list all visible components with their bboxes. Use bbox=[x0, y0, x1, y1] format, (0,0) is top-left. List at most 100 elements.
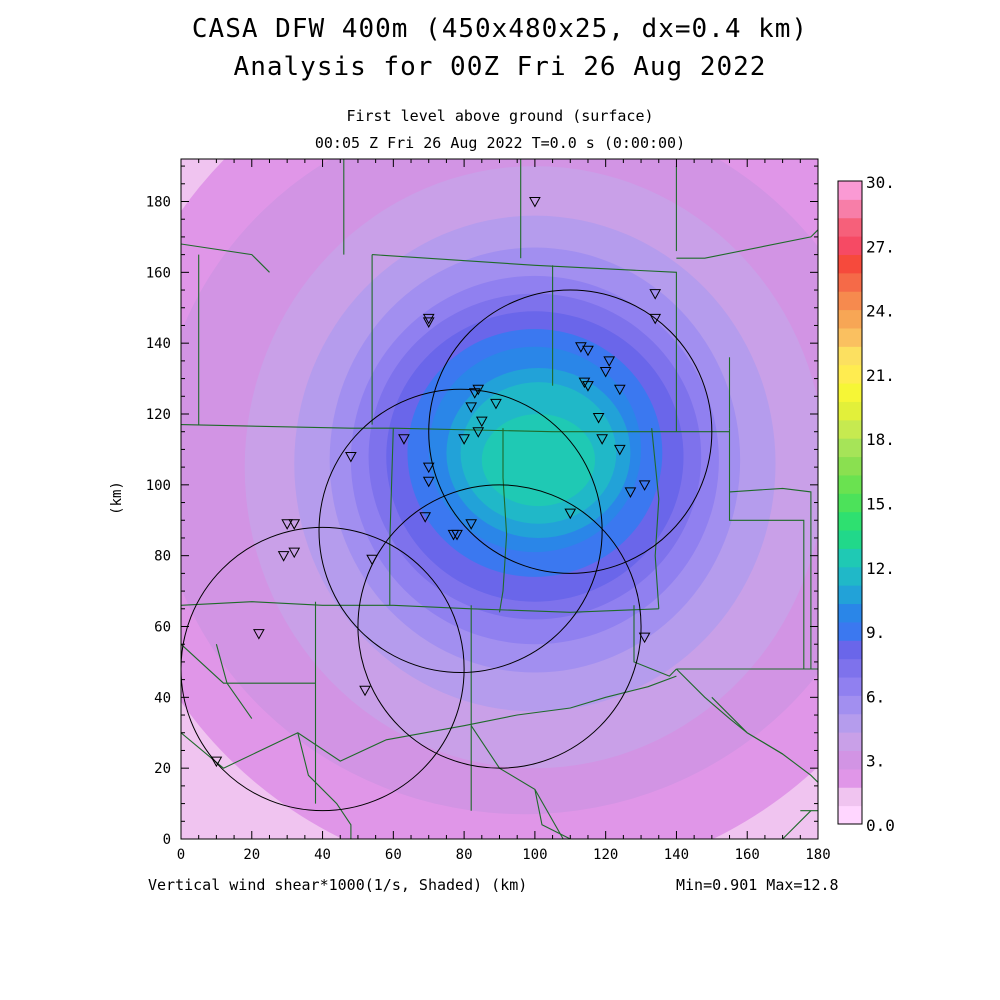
colorbar-swatch-13 bbox=[838, 566, 862, 586]
station-marker-6 bbox=[582, 345, 594, 357]
colorbar-swatch-15 bbox=[838, 530, 862, 549]
colorbar-swatch-12 bbox=[838, 585, 862, 605]
colorbar-swatch-5 bbox=[838, 713, 862, 733]
station-marker-14 bbox=[490, 398, 502, 410]
boundary-line-6 bbox=[651, 428, 660, 609]
colorbar-swatch-33 bbox=[838, 199, 862, 219]
colorbar-swatch-10 bbox=[838, 621, 862, 641]
shear-field-bands bbox=[181, 159, 818, 839]
station-marker-20 bbox=[458, 434, 470, 445]
boundary-line-23 bbox=[470, 725, 564, 839]
station-marker-15 bbox=[465, 402, 478, 413]
station-markers bbox=[210, 197, 662, 768]
colorbar-swatch-25 bbox=[838, 346, 862, 366]
station-marker-29 bbox=[564, 508, 577, 520]
station-marker-8 bbox=[599, 367, 612, 378]
colorbar-label-3: 9. bbox=[866, 623, 885, 642]
chart-subtitle-level: First level above ground (surface) bbox=[346, 107, 654, 125]
station-marker-30 bbox=[465, 519, 478, 530]
station-marker-23 bbox=[345, 452, 357, 463]
station-marker-40 bbox=[359, 685, 371, 697]
radar-ring-0 bbox=[318, 388, 603, 674]
colorbar-swatch-4 bbox=[838, 732, 862, 752]
min-max-readout: Min=0.901 Max=12.8 bbox=[676, 876, 839, 894]
colorbar-swatch-14 bbox=[838, 548, 862, 568]
x-tick-label-140: 140 bbox=[664, 847, 689, 863]
colorbar-swatch-9 bbox=[838, 640, 862, 660]
boundary-line-28 bbox=[782, 810, 812, 839]
x-tick-label-100: 100 bbox=[522, 847, 547, 863]
boundary-line-30 bbox=[711, 696, 783, 755]
y-tick-label-20: 20 bbox=[154, 761, 171, 777]
boundary-line-22 bbox=[297, 732, 352, 839]
station-marker-26 bbox=[638, 480, 651, 491]
chart-subtitle-time: 00:05 Z Fri 26 Aug 2022 T=0.0 s (0:00:00… bbox=[314, 134, 686, 152]
station-marker-34 bbox=[288, 519, 301, 530]
x-tick-label-40: 40 bbox=[314, 847, 331, 863]
station-marker-13 bbox=[468, 388, 481, 399]
station-marker-9 bbox=[578, 377, 591, 389]
colorbar-swatch-11 bbox=[838, 603, 862, 623]
chart-title-line2: Analysis for 00Z Fri 26 Aug 2022 bbox=[233, 52, 767, 82]
station-marker-27 bbox=[624, 487, 637, 498]
x-tick-label-120: 120 bbox=[593, 847, 618, 863]
chart-title-line1: CASA DFW 400m (450x480x25, dx=0.4 km) bbox=[191, 14, 809, 44]
boundary-line-20 bbox=[181, 643, 316, 684]
y-tick-label-0: 0 bbox=[163, 832, 171, 848]
station-marker-0 bbox=[529, 197, 541, 208]
y-tick-label-100: 100 bbox=[146, 478, 171, 494]
colorbar-label-10: 30. bbox=[866, 173, 895, 192]
colorbar-label-5: 15. bbox=[866, 495, 895, 514]
y-axis-label: (km) bbox=[108, 481, 125, 515]
station-marker-4 bbox=[649, 313, 662, 325]
boundary-line-25 bbox=[215, 644, 253, 719]
y-tick-label-40: 40 bbox=[154, 690, 171, 706]
station-marker-10 bbox=[582, 381, 594, 392]
x-tick-label-160: 160 bbox=[735, 847, 760, 863]
station-marker-35 bbox=[288, 547, 301, 559]
station-marker-24 bbox=[422, 462, 435, 474]
x-tick-label-20: 20 bbox=[243, 847, 260, 863]
radar-ring-3 bbox=[428, 289, 713, 574]
colorbar-swatch-6 bbox=[838, 695, 862, 715]
boundary-line-29 bbox=[633, 605, 677, 677]
colorbar-swatch-0 bbox=[838, 805, 862, 825]
boundary-line-3 bbox=[389, 428, 394, 606]
colorbar-swatch-20 bbox=[838, 438, 862, 458]
station-marker-2 bbox=[422, 317, 435, 328]
colorbar-swatch-30 bbox=[838, 254, 862, 274]
station-marker-17 bbox=[475, 416, 488, 428]
colorbar-label-9: 27. bbox=[866, 237, 895, 256]
colorbar-label-6: 18. bbox=[866, 430, 895, 449]
colorbar-swatch-27 bbox=[838, 309, 862, 329]
boundary-line-24 bbox=[534, 789, 571, 839]
boundary-line-8 bbox=[372, 254, 677, 432]
colorbar: 0.0 3. 6. 9. 12. 15. 18. 21. 24. 27. 30. bbox=[837, 173, 895, 835]
colorbar-frame bbox=[837, 180, 863, 825]
colorbar-label-7: 21. bbox=[866, 366, 895, 385]
colorbar-swatch-16 bbox=[838, 511, 862, 531]
station-marker-41 bbox=[210, 756, 223, 768]
boundary-line-16 bbox=[676, 229, 818, 259]
colorbar-swatch-1 bbox=[838, 787, 862, 807]
colorbar-swatch-18 bbox=[838, 474, 862, 494]
station-marker-18 bbox=[472, 427, 485, 438]
x-tick-label-180: 180 bbox=[805, 847, 830, 863]
colorbar-swatch-31 bbox=[838, 236, 862, 255]
colorbar-swatch-19 bbox=[838, 456, 862, 476]
station-marker-37 bbox=[366, 554, 378, 566]
y-axis-ticks: 0 20 40 60 80 100 120 140 160 180 bbox=[146, 165, 818, 848]
station-marker-12 bbox=[472, 384, 485, 396]
station-marker-22 bbox=[613, 444, 626, 456]
colorbar-swatch-22 bbox=[838, 401, 862, 421]
station-marker-1 bbox=[422, 313, 435, 325]
boundary-line-14 bbox=[728, 428, 818, 670]
colorbar-swatch-23 bbox=[838, 383, 862, 402]
colorbar-swatch-3 bbox=[838, 750, 862, 770]
y-tick-label-140: 140 bbox=[146, 336, 171, 352]
boundary-line-21 bbox=[181, 675, 677, 769]
colorbar-swatch-34 bbox=[838, 181, 862, 200]
station-marker-16 bbox=[592, 413, 605, 424]
y-tick-label-160: 160 bbox=[146, 265, 171, 281]
